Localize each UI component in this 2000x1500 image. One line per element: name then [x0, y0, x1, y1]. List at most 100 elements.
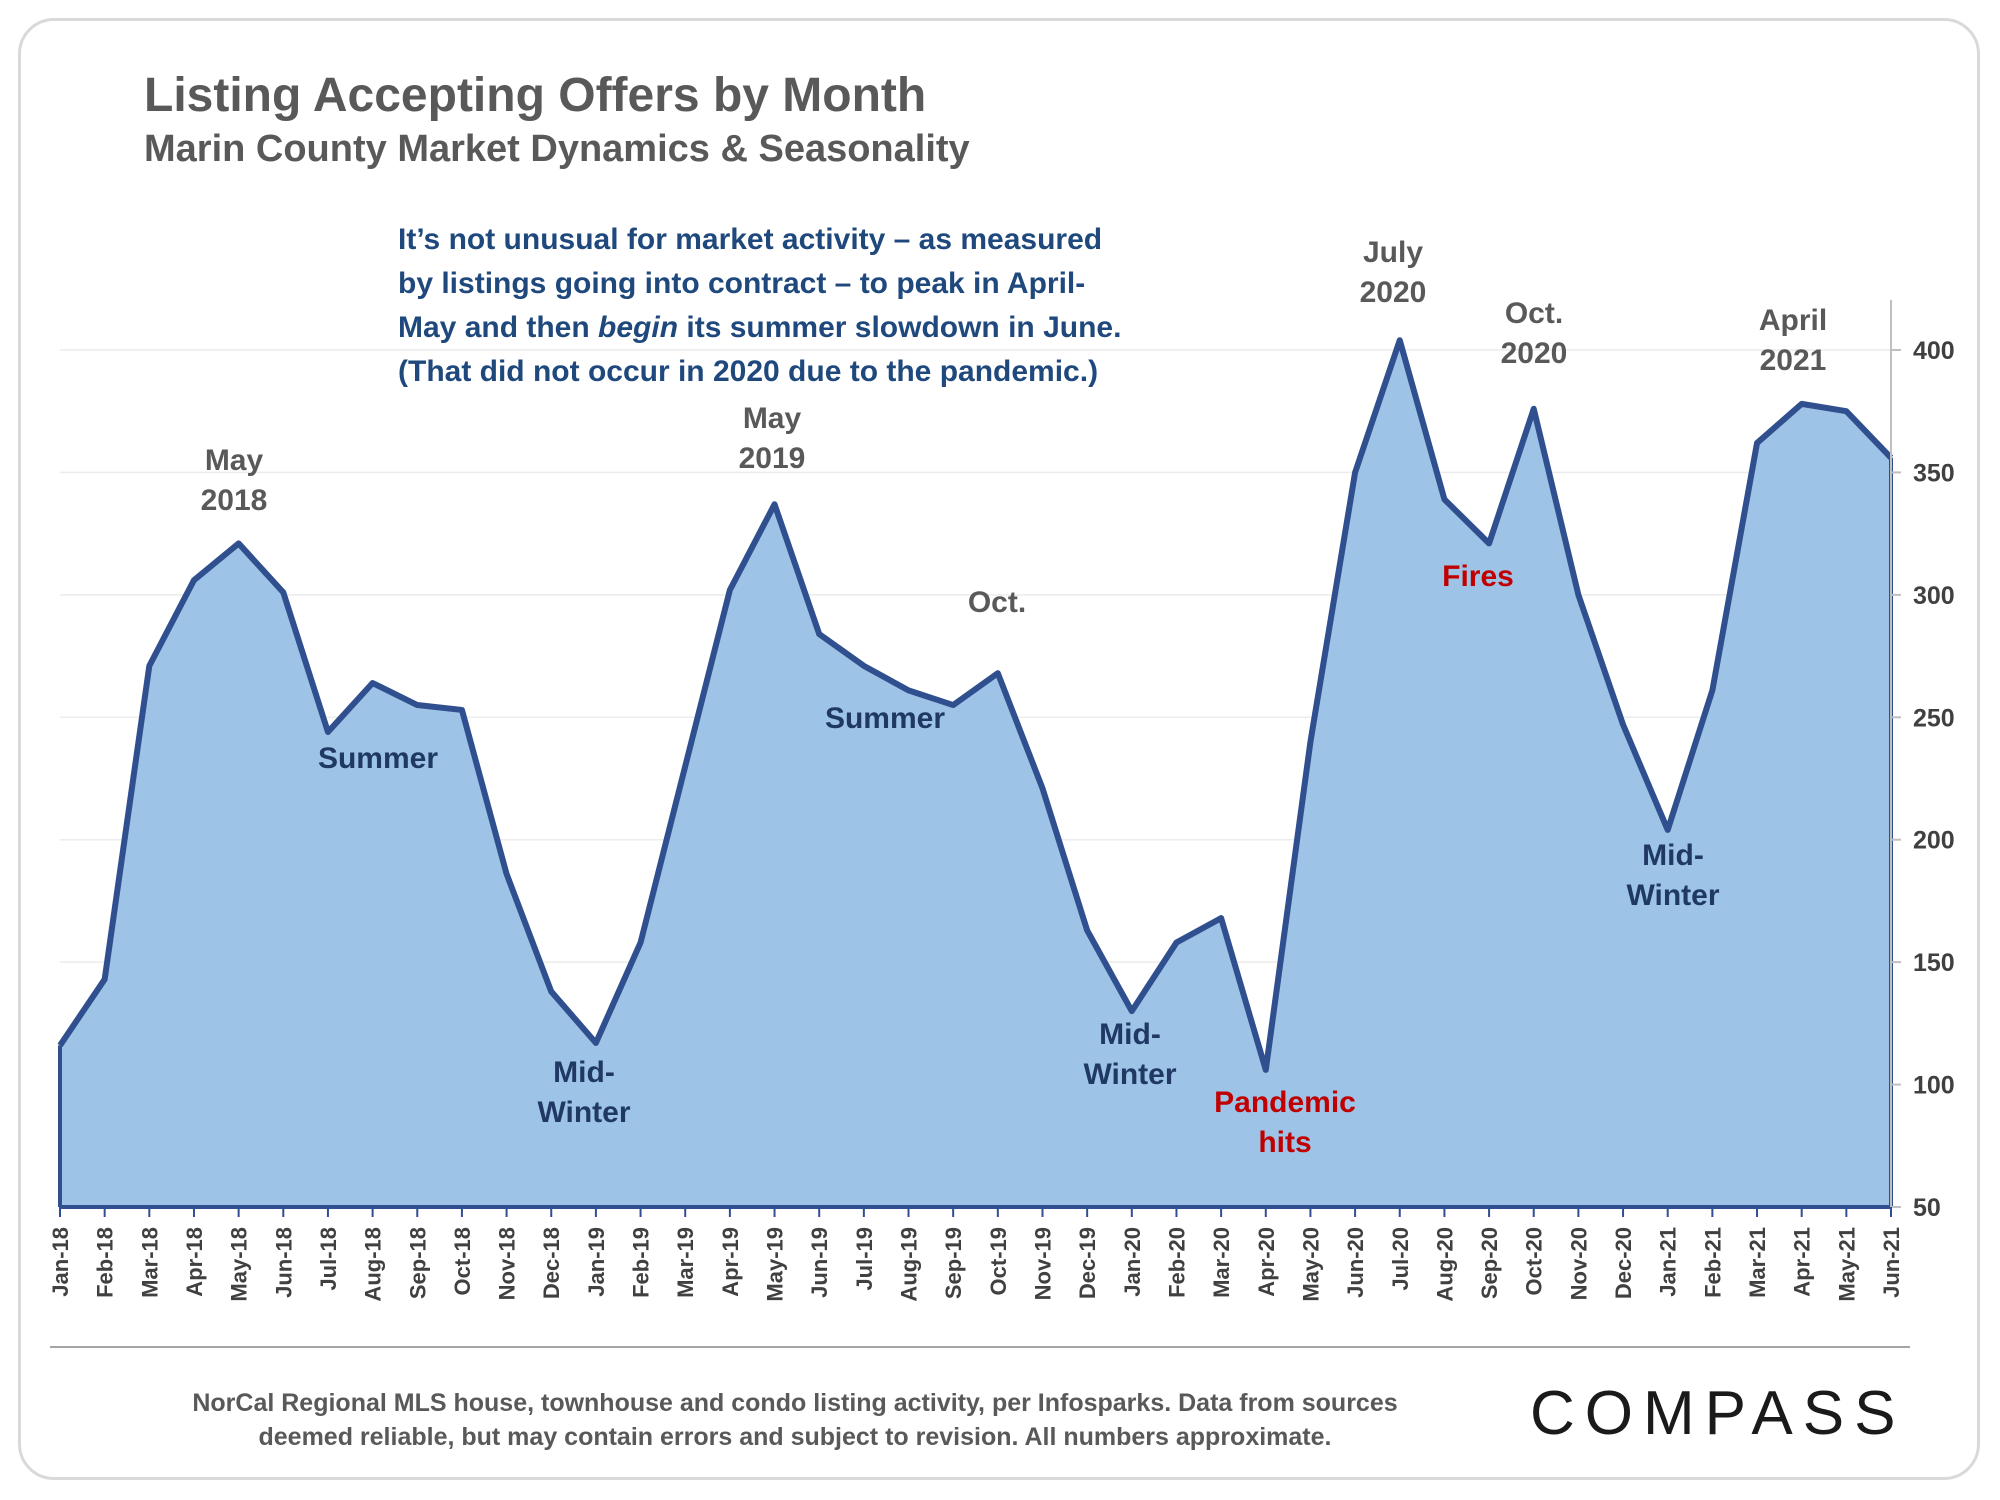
x-tick-label: Feb-21: [1700, 1227, 1725, 1298]
chart-title: Listing Accepting Offers by Month: [144, 69, 927, 122]
x-tick-label: Jun-19: [807, 1227, 832, 1298]
annotation-label: Mid- Winter: [1626, 839, 1719, 912]
x-tick-label: Oct-18: [450, 1227, 475, 1295]
y-tick-label: 50: [1913, 1194, 1941, 1222]
annotation-line: Winter: [1626, 879, 1719, 912]
x-tick-label: Sep-19: [941, 1227, 966, 1299]
x-tick-label: May-21: [1834, 1227, 1859, 1302]
x-tick-label: Feb-20: [1164, 1227, 1189, 1298]
x-tick-label: Oct-20: [1522, 1227, 1547, 1295]
x-tick-label: Jul-19: [852, 1227, 877, 1291]
y-tick-label: 150: [1913, 949, 1955, 977]
compass-logo: COMPASS: [1530, 1379, 1906, 1448]
footer-divider: [50, 1346, 1910, 1348]
chart-subtitle: Marin County Market Dynamics & Seasonali…: [144, 128, 970, 170]
intro-emphasis: begin: [598, 311, 679, 344]
x-tick-label: Nov-19: [1030, 1227, 1055, 1300]
annotation-line: 2020: [1501, 337, 1568, 370]
x-tick-label: Dec-20: [1611, 1227, 1636, 1299]
annotation-label: Summer: [825, 702, 945, 735]
annotation-line: Pandemic: [1214, 1086, 1356, 1119]
annotation-label: Mid- Winter: [537, 1056, 630, 1129]
annotation-line: April: [1759, 304, 1827, 337]
x-tick-label: Jan-20: [1120, 1227, 1145, 1297]
y-tick-label: 400: [1913, 337, 1955, 365]
annotation-line: 2020: [1360, 276, 1427, 309]
intro-line-part: its summer slowdown in June.: [678, 311, 1122, 344]
annotation-label: July 2020: [1360, 236, 1427, 309]
annotation-line: 2019: [739, 442, 806, 475]
annotation-line: Winter: [1083, 1058, 1176, 1091]
intro-line: May and then begin its summer slowdown i…: [398, 306, 1168, 350]
y-tick-label: 300: [1913, 582, 1955, 610]
x-tick-label: Feb-18: [93, 1227, 118, 1298]
x-tick-label: May-18: [227, 1227, 252, 1302]
x-tick-label: Dec-18: [539, 1227, 564, 1299]
source-note-line: NorCal Regional MLS house, townhouse and…: [192, 1389, 1398, 1417]
annotation-line: hits: [1258, 1126, 1311, 1159]
x-tick-label: Jul-18: [316, 1227, 341, 1291]
x-tick-label: May-19: [763, 1227, 788, 1302]
x-tick-label: Apr-21: [1790, 1227, 1815, 1297]
annotation-label: May 2018: [201, 444, 268, 517]
y-tick-label: 200: [1913, 827, 1955, 855]
y-tick-label: 250: [1913, 704, 1955, 732]
x-tick-label: Apr-19: [718, 1227, 743, 1297]
source-note: NorCal Regional MLS house, townhouse and…: [150, 1386, 1440, 1454]
intro-line-part: May and then: [398, 311, 599, 344]
x-tick-label: Mar-18: [137, 1227, 162, 1298]
y-tick-label: 100: [1913, 1072, 1955, 1100]
x-tick-label: Aug-19: [897, 1227, 922, 1302]
x-tick-label: Mar-19: [673, 1227, 698, 1298]
annotation-line: 2021: [1760, 344, 1827, 377]
annotation-line: Oct.: [968, 586, 1026, 619]
annotation-line: Mid-: [553, 1056, 615, 1089]
x-tick-label: Apr-18: [182, 1227, 207, 1297]
x-tick-label: Aug-20: [1432, 1227, 1457, 1302]
annotation-line: May: [743, 402, 802, 435]
series-line: [57, 337, 1894, 1073]
annotation-label: Oct.: [968, 586, 1026, 619]
annotation-line: Fires: [1442, 560, 1514, 593]
x-tick-label: Aug-18: [361, 1227, 386, 1302]
x-tick-label: Mar-21: [1745, 1227, 1770, 1298]
annotation-line: Summer: [825, 702, 945, 735]
annotation-line: 2018: [201, 484, 268, 517]
y-tick-label: 350: [1913, 459, 1955, 487]
x-tick-label: Jul-20: [1388, 1227, 1413, 1291]
x-tick-label: Feb-19: [629, 1227, 654, 1298]
intro-line: (That did not occur in 2020 due to the p…: [398, 355, 1099, 388]
x-tick-label: Sep-20: [1477, 1227, 1502, 1299]
x-tick-label: Jan-21: [1656, 1227, 1681, 1297]
annotation-line: Summer: [318, 742, 438, 775]
annotation-label: Mid- Winter: [1083, 1018, 1176, 1091]
annotation-label: Fires: [1442, 560, 1514, 593]
annotation-label: Summer: [318, 742, 438, 775]
x-tick-label: Nov-20: [1566, 1227, 1591, 1300]
annotation-line: Mid-: [1099, 1018, 1161, 1051]
annotation-line: Mid-: [1642, 839, 1704, 872]
annotation-label: Pandemic hits: [1214, 1086, 1356, 1159]
annotation-line: July: [1363, 236, 1423, 269]
series-area: [60, 340, 1891, 1208]
x-tick-label: Oct-19: [986, 1227, 1011, 1295]
x-tick-label: Jun-20: [1343, 1227, 1368, 1298]
x-tick-label: Jun-18: [271, 1227, 296, 1298]
x-tick-label: Jan-18: [48, 1227, 73, 1297]
annotation-line: Oct.: [1505, 297, 1563, 330]
x-tick-label: Mar-20: [1209, 1227, 1234, 1298]
x-tick-label: Apr-20: [1254, 1227, 1279, 1297]
intro-line: by listings going into contract – to pea…: [398, 267, 1086, 300]
x-tick-label: Jan-19: [584, 1227, 609, 1297]
x-tick-label: Dec-19: [1075, 1227, 1100, 1299]
annotation-line: Winter: [537, 1096, 630, 1129]
intro-text: It’s not unusual for market activity – a…: [398, 218, 1168, 394]
annotation-label: May 2019: [739, 402, 806, 475]
annotation-label: Oct. 2020: [1501, 297, 1568, 370]
annotation-line: May: [205, 444, 264, 477]
x-tick-label: Nov-18: [495, 1227, 520, 1300]
x-tick-label: Sep-18: [405, 1227, 430, 1299]
x-tick-label: Jun-21: [1879, 1227, 1904, 1298]
x-tick-label: May-20: [1298, 1227, 1323, 1302]
